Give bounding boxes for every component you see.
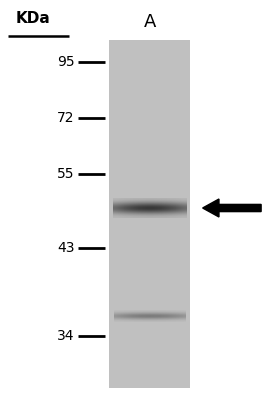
Text: 72: 72 bbox=[57, 111, 75, 125]
Bar bbox=[109, 40, 190, 388]
Text: 34: 34 bbox=[57, 329, 75, 343]
FancyArrow shape bbox=[203, 199, 261, 217]
Text: 43: 43 bbox=[57, 241, 75, 255]
Text: A: A bbox=[143, 13, 156, 31]
Text: 95: 95 bbox=[57, 55, 75, 69]
Text: KDa: KDa bbox=[15, 11, 50, 26]
Text: 55: 55 bbox=[57, 167, 75, 181]
